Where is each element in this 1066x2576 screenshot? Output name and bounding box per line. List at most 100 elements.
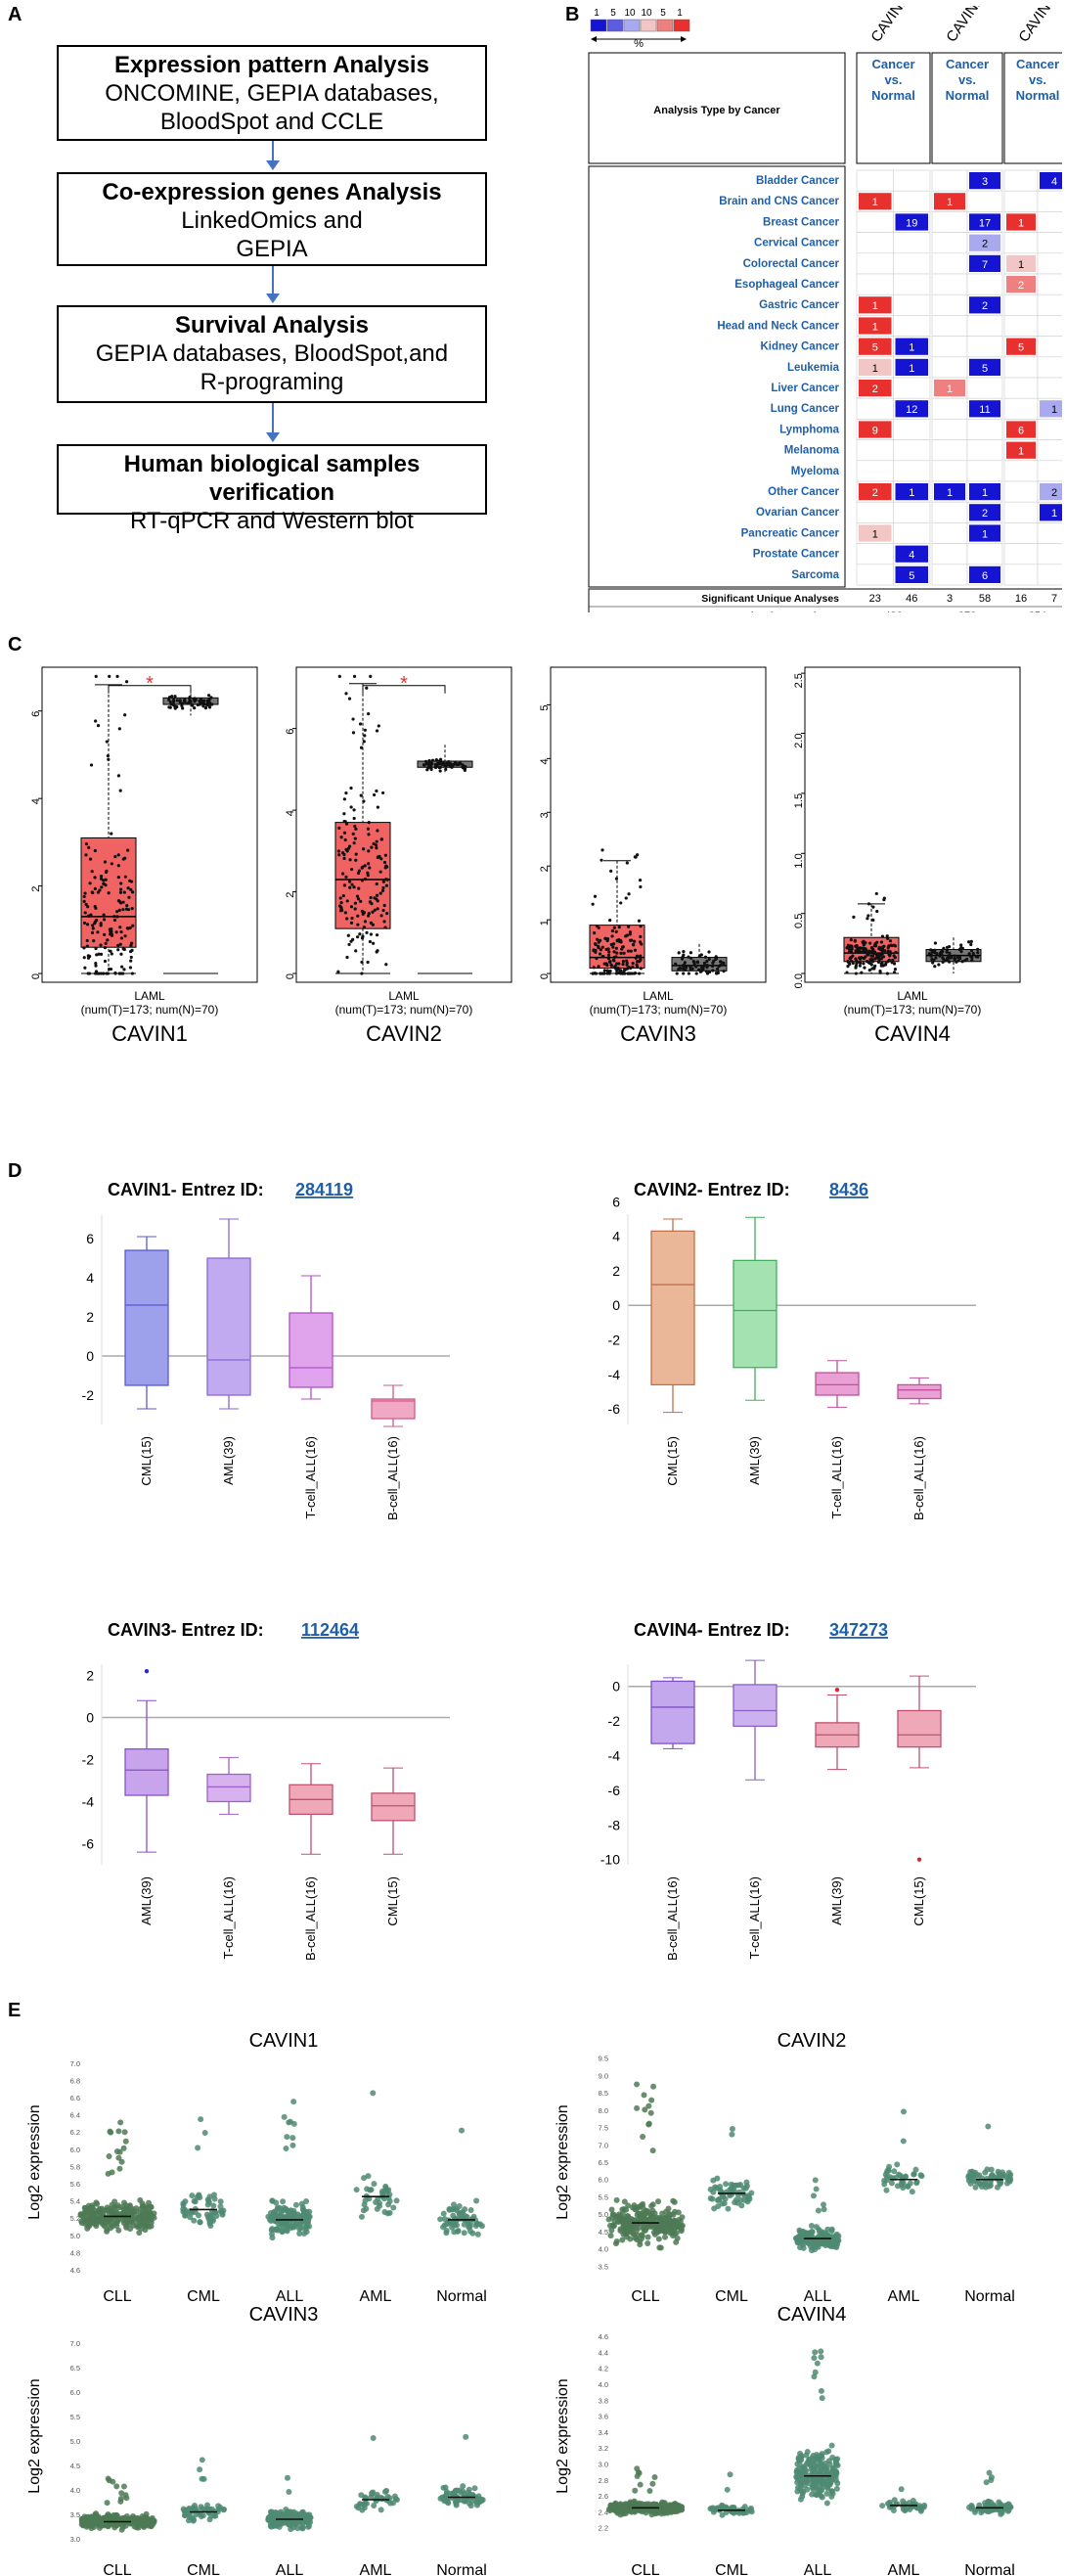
tumor-point [871, 905, 875, 909]
tumor-point [103, 932, 107, 937]
sample-point [120, 2483, 127, 2490]
table-cell [893, 377, 931, 399]
tumor-point [362, 926, 367, 929]
tumor-point [106, 753, 111, 758]
tumor-point [592, 966, 596, 970]
tumor-point [107, 757, 111, 761]
tumor-point [382, 860, 387, 865]
sample-point [657, 2227, 664, 2234]
normal-point [689, 956, 693, 960]
flow-box-verification: Human biological samples verification RT… [57, 444, 487, 534]
sample-point [804, 2449, 811, 2456]
box [733, 1259, 777, 1369]
tumor-point [866, 902, 871, 906]
sample-point [996, 2499, 1002, 2506]
sample-point [460, 2483, 466, 2490]
table-cell-fill [969, 483, 1000, 501]
y-tick-label: 6.4 [70, 2111, 80, 2120]
x-sub-label: (num(T)=173; num(N)=70) [81, 1003, 219, 1017]
table-cell-value: 1 [872, 363, 878, 375]
tumor-point [621, 972, 625, 975]
sample-point [142, 2223, 149, 2230]
tumor-point [378, 870, 382, 874]
box [815, 1372, 860, 1396]
category-label: CLL [103, 2288, 131, 2305]
sample-point [300, 2214, 307, 2221]
sample-point [84, 2225, 91, 2232]
sample-point [122, 2210, 129, 2217]
sample-point [625, 2202, 632, 2209]
tumor-point [116, 948, 120, 952]
tumor-point [855, 962, 859, 966]
tumor-point [360, 909, 364, 913]
tumor-point [871, 918, 875, 922]
normal-point [675, 972, 679, 975]
sample-point [381, 2488, 388, 2495]
tumor-point [363, 877, 368, 881]
sample-point [797, 2235, 804, 2241]
plot-title: CAVIN4- Entrez ID: [634, 1620, 790, 1640]
table-cell-fill [859, 380, 892, 397]
normal-point [971, 952, 975, 956]
sample-point [296, 2221, 303, 2228]
sample-point [276, 2518, 283, 2525]
tumor-point [611, 945, 615, 949]
tumor-point [367, 849, 371, 853]
y-tick-label: -10 [600, 1852, 620, 1868]
table-cell [1003, 501, 1039, 523]
gene-sub-label: vs. [1029, 72, 1046, 87]
sample-point [710, 2508, 717, 2515]
sample-point [96, 2524, 103, 2531]
legend-percent: % [634, 38, 644, 50]
tumor-point [369, 921, 373, 926]
tumor-point [119, 936, 123, 940]
tumor-point [846, 965, 850, 969]
tumor-point [615, 951, 619, 955]
table-cell [966, 315, 1003, 337]
tumor-point [616, 967, 620, 971]
gene-name: CAVIN1 [867, 6, 911, 45]
y-tick-label: 4 [30, 798, 42, 804]
sample-point [355, 2505, 362, 2511]
sample-point [670, 2233, 677, 2239]
table-cell [893, 315, 931, 337]
table-cell [931, 522, 968, 544]
normal-point [692, 962, 696, 966]
tumor-point [362, 740, 366, 744]
y-tick-label: -8 [608, 1817, 621, 1832]
plot-title: CAVIN3- Entrez ID: [108, 1620, 264, 1640]
sample-point [881, 2181, 888, 2188]
normal-point [457, 762, 461, 767]
tumor-point [339, 900, 343, 905]
table-cell-fill [895, 483, 928, 501]
tumor-point [128, 926, 132, 929]
normal-point [958, 957, 962, 961]
table-cell-value: 1 [947, 487, 953, 499]
legend-arrowhead [681, 36, 687, 42]
sample-point [358, 2213, 365, 2220]
sample-point [797, 2496, 804, 2503]
tumor-point [893, 967, 898, 972]
tumor-point [113, 855, 117, 859]
tumor-point [125, 904, 129, 908]
tumor-point [373, 896, 377, 900]
normal-point [439, 761, 443, 765]
tumor-point [92, 939, 96, 943]
normal-point [929, 954, 933, 958]
sample-point [710, 2177, 717, 2184]
gene-title: CAVIN2 [366, 1021, 442, 1046]
tumor-point [83, 911, 87, 915]
sample-point [637, 2212, 644, 2219]
tumor-point [358, 932, 362, 936]
y-tick-label: 4 [539, 758, 551, 764]
tumor-point [593, 894, 598, 898]
sample-point [709, 2195, 716, 2202]
box [897, 1383, 942, 1400]
tumor-point [614, 967, 618, 971]
x-sub-label: (num(T)=173; num(N)=70) [335, 1003, 473, 1017]
y-tick-label: -4 [608, 1367, 621, 1382]
y-axis-label: Log2 expression [555, 2378, 571, 2493]
table-cell [1003, 294, 1039, 316]
tumor-point [359, 793, 363, 797]
